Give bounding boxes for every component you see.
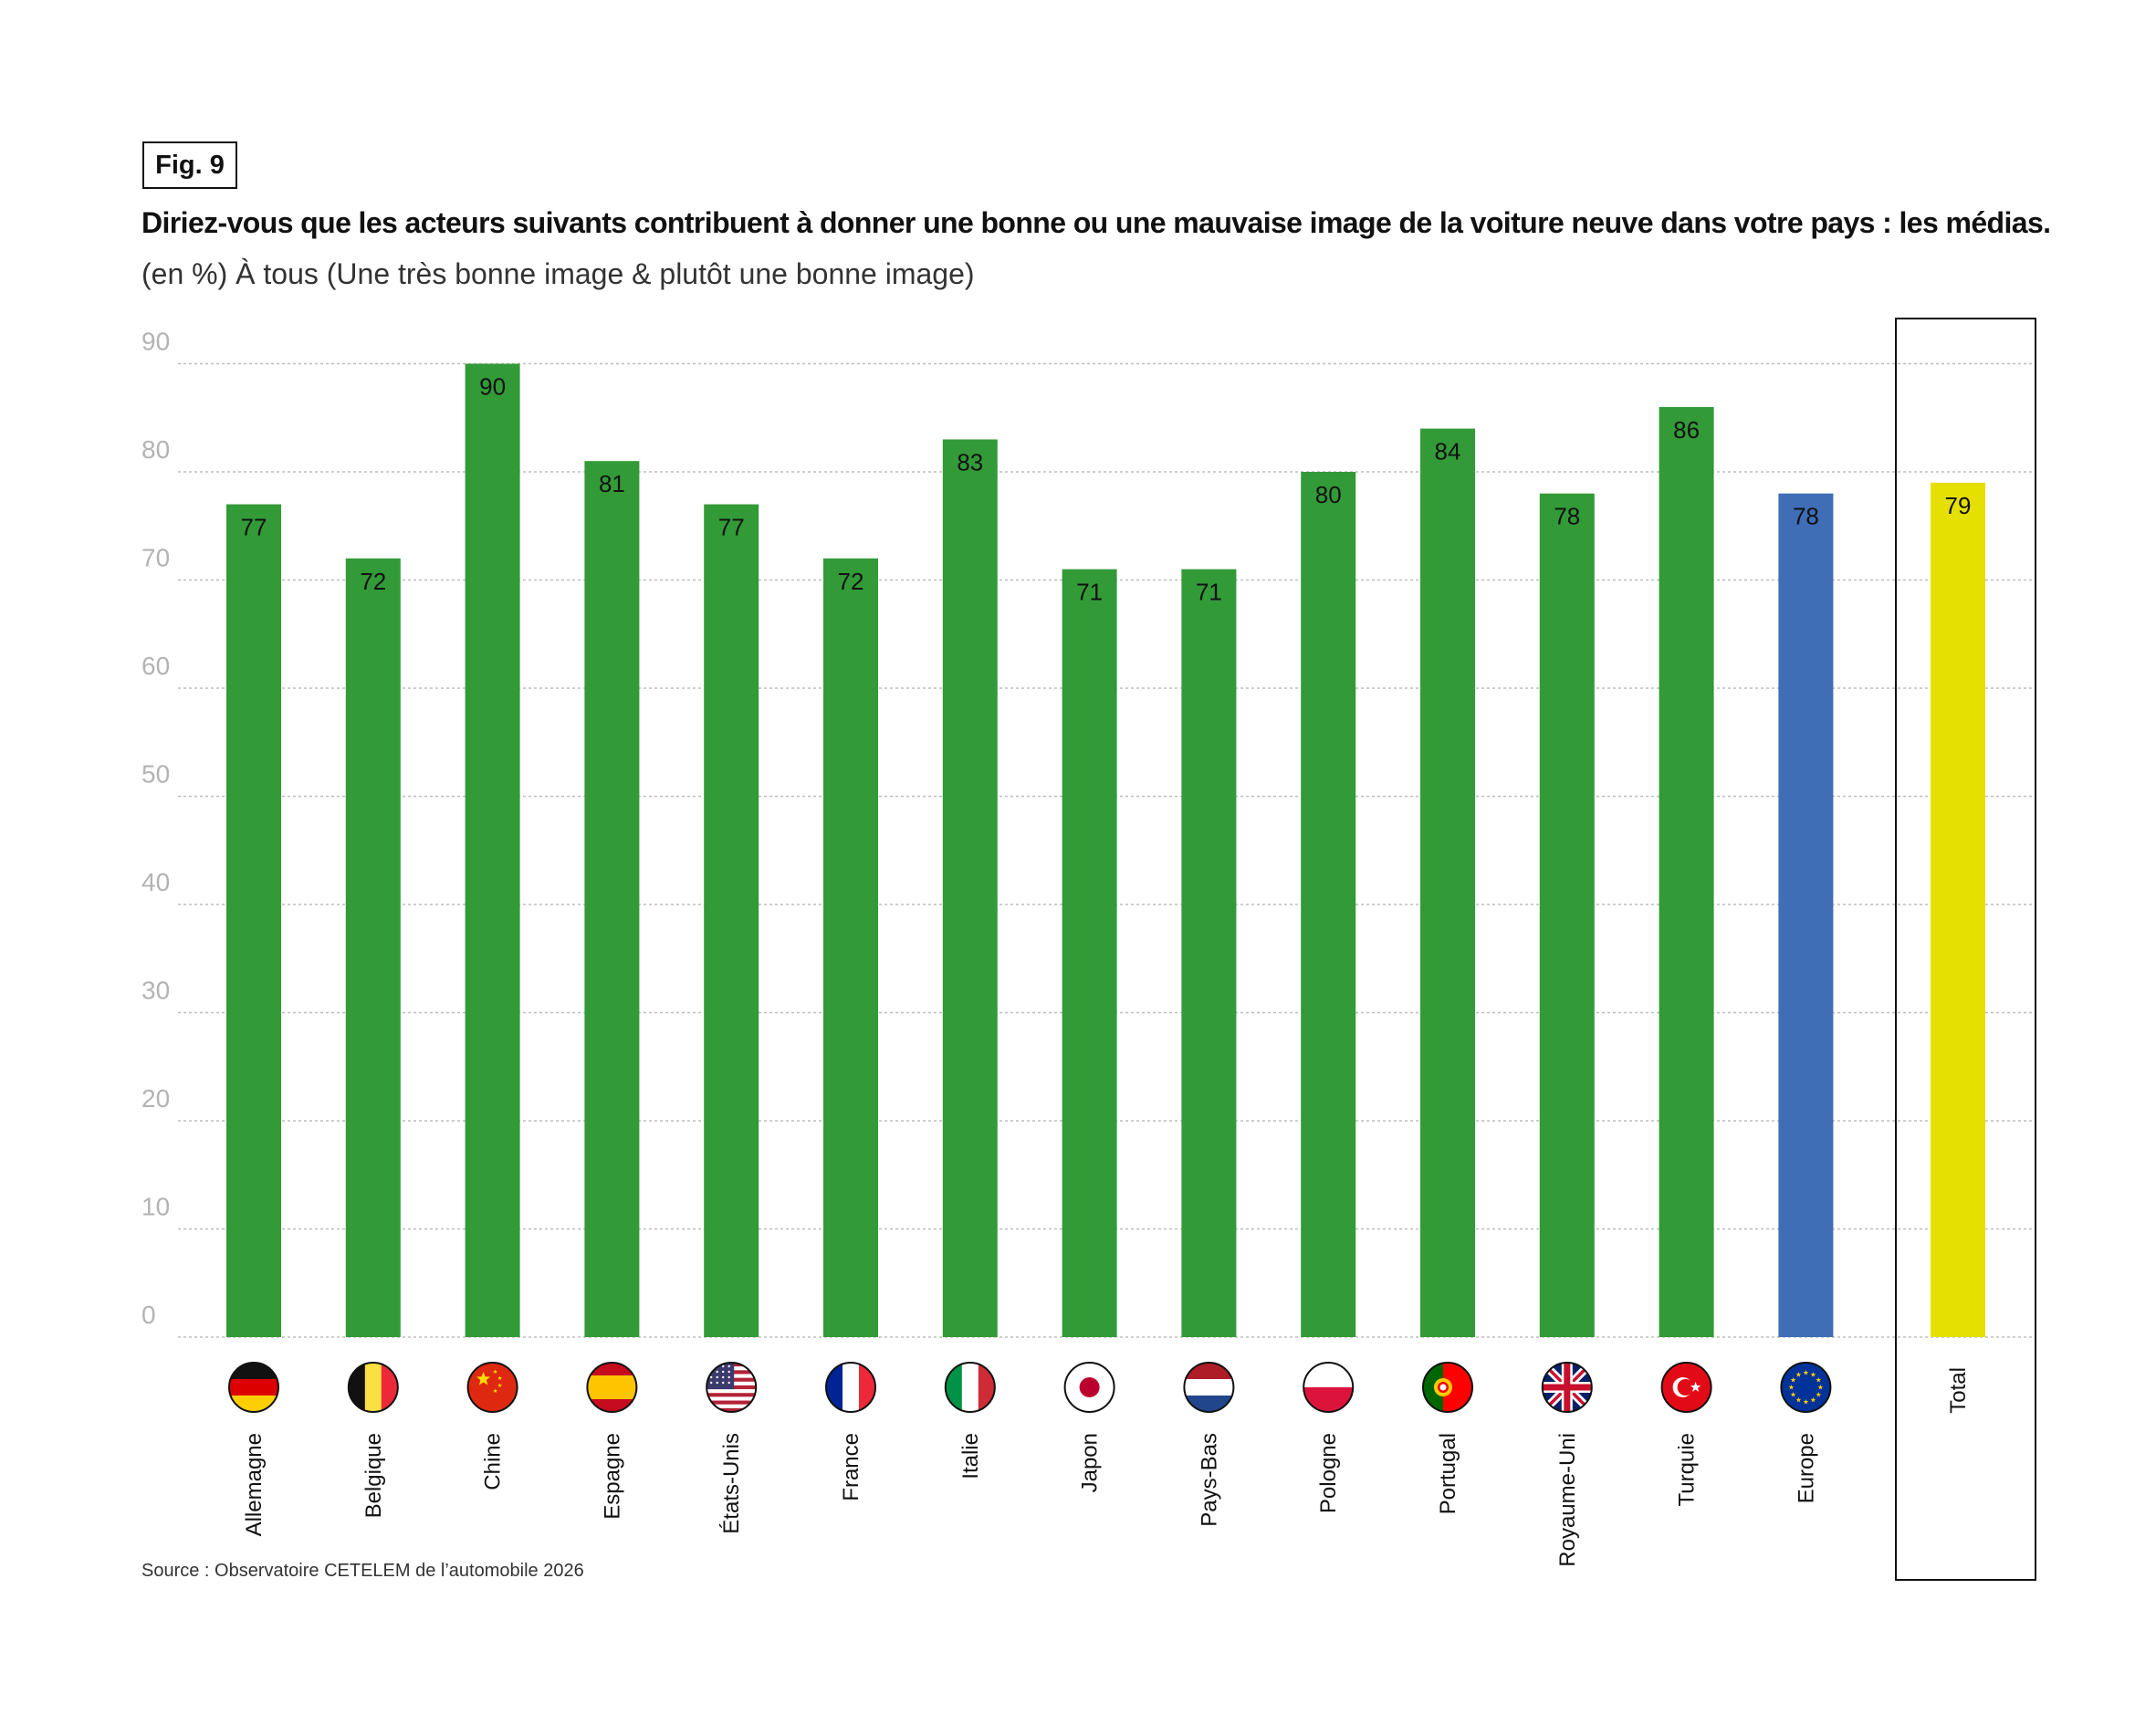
y-tick-label: 70 (141, 544, 170, 572)
value-label: 83 (957, 448, 983, 476)
total-highlight-frame (1895, 318, 2036, 1581)
category-label: Allemagne (242, 1433, 267, 1536)
it-flag-icon (944, 1362, 996, 1413)
bar-14 (1931, 482, 1985, 1337)
y-tick-label: 60 (141, 652, 170, 680)
category-label: Royaume-Uni (1555, 1433, 1580, 1567)
total-frame-rect (1895, 318, 2036, 1581)
figure-label: Fig. 9 (142, 141, 237, 189)
y-tick-label: 20 (141, 1084, 170, 1113)
bars: 77 72 90 81 77 72 83 71 71 80 84 78 86 78 79 (226, 363, 1985, 1338)
y-tick-label: 50 (141, 760, 170, 789)
cn-flag-icon (466, 1362, 518, 1413)
category-label: France (839, 1433, 863, 1501)
y-tick-label: 90 (141, 328, 170, 356)
value-label: 80 (1315, 481, 1342, 508)
category-label: Belgique (361, 1433, 386, 1518)
bar-12 (1659, 406, 1714, 1337)
bar-8 (1181, 569, 1237, 1337)
value-label: 77 (718, 514, 745, 541)
bar-1 (345, 558, 401, 1337)
y-tick-label: 30 (141, 977, 170, 1005)
value-label: 71 (1076, 579, 1103, 606)
value-label: 81 (599, 470, 625, 497)
us-flag-icon (706, 1362, 758, 1413)
value-label: 78 (1554, 503, 1580, 530)
bar-0 (226, 504, 281, 1337)
bar-2 (465, 363, 520, 1337)
value-label: 72 (838, 568, 864, 595)
value-label: 78 (1793, 503, 1819, 530)
de-flag-icon (228, 1362, 279, 1413)
bar-6 (942, 439, 998, 1337)
value-label: 79 (1945, 492, 1972, 519)
value-label: 77 (241, 514, 267, 541)
category-label: Portugal (1436, 1433, 1460, 1514)
category-label: Espagne (600, 1433, 624, 1520)
eu-flag-icon (1780, 1362, 1832, 1413)
y-tick-label: 10 (141, 1193, 170, 1221)
tr-flag-icon (1660, 1362, 1712, 1413)
value-label: 72 (360, 568, 386, 595)
bar-7 (1062, 569, 1117, 1337)
value-label: 71 (1196, 579, 1222, 606)
pl-flag-icon (1303, 1362, 1355, 1413)
bar-3 (584, 461, 640, 1337)
fr-flag-icon (825, 1362, 876, 1413)
value-label: 90 (479, 373, 506, 401)
category-label: Total (1946, 1367, 1971, 1414)
be-flag-icon (347, 1362, 399, 1413)
category-label: Chine (481, 1433, 506, 1490)
flags (228, 1362, 1832, 1413)
value-label: 86 (1673, 416, 1700, 444)
category-label: Italie (958, 1433, 983, 1479)
chart-subtitle: (en %) À tous (Une très bonne image & pl… (141, 257, 975, 290)
bar-10 (1420, 428, 1475, 1338)
y-tick-label: 40 (141, 868, 170, 896)
source-note: Source : Observatoire CETELEM de l’autom… (141, 1561, 584, 1581)
bar-5 (823, 558, 878, 1337)
bar-4 (704, 504, 759, 1337)
y-tick-label: 0 (141, 1301, 156, 1329)
category-label: Japon (1078, 1433, 1103, 1492)
gb-flag-icon (1541, 1362, 1593, 1413)
bar-9 (1301, 472, 1356, 1337)
category-label: Europe (1794, 1433, 1818, 1503)
pt-flag-icon (1422, 1362, 1473, 1413)
category-labels: Allemagne Belgique Chine Espagne États-Unis F… (242, 1367, 1971, 1567)
bar-13 (1778, 493, 1834, 1337)
jp-flag-icon (1063, 1362, 1115, 1413)
chart-title: Diriez-vous que les acteurs suivants con… (141, 206, 2051, 239)
nl-flag-icon (1183, 1362, 1235, 1413)
y-tick-label: 80 (141, 435, 170, 464)
value-label: 84 (1435, 438, 1461, 465)
es-flag-icon (586, 1362, 638, 1413)
category-label: Pologne (1316, 1433, 1341, 1513)
bar-11 (1539, 493, 1595, 1337)
category-label: États-Unis (719, 1433, 744, 1534)
category-label: Turquie (1675, 1433, 1700, 1506)
category-label: Pays-Bas (1197, 1433, 1221, 1527)
